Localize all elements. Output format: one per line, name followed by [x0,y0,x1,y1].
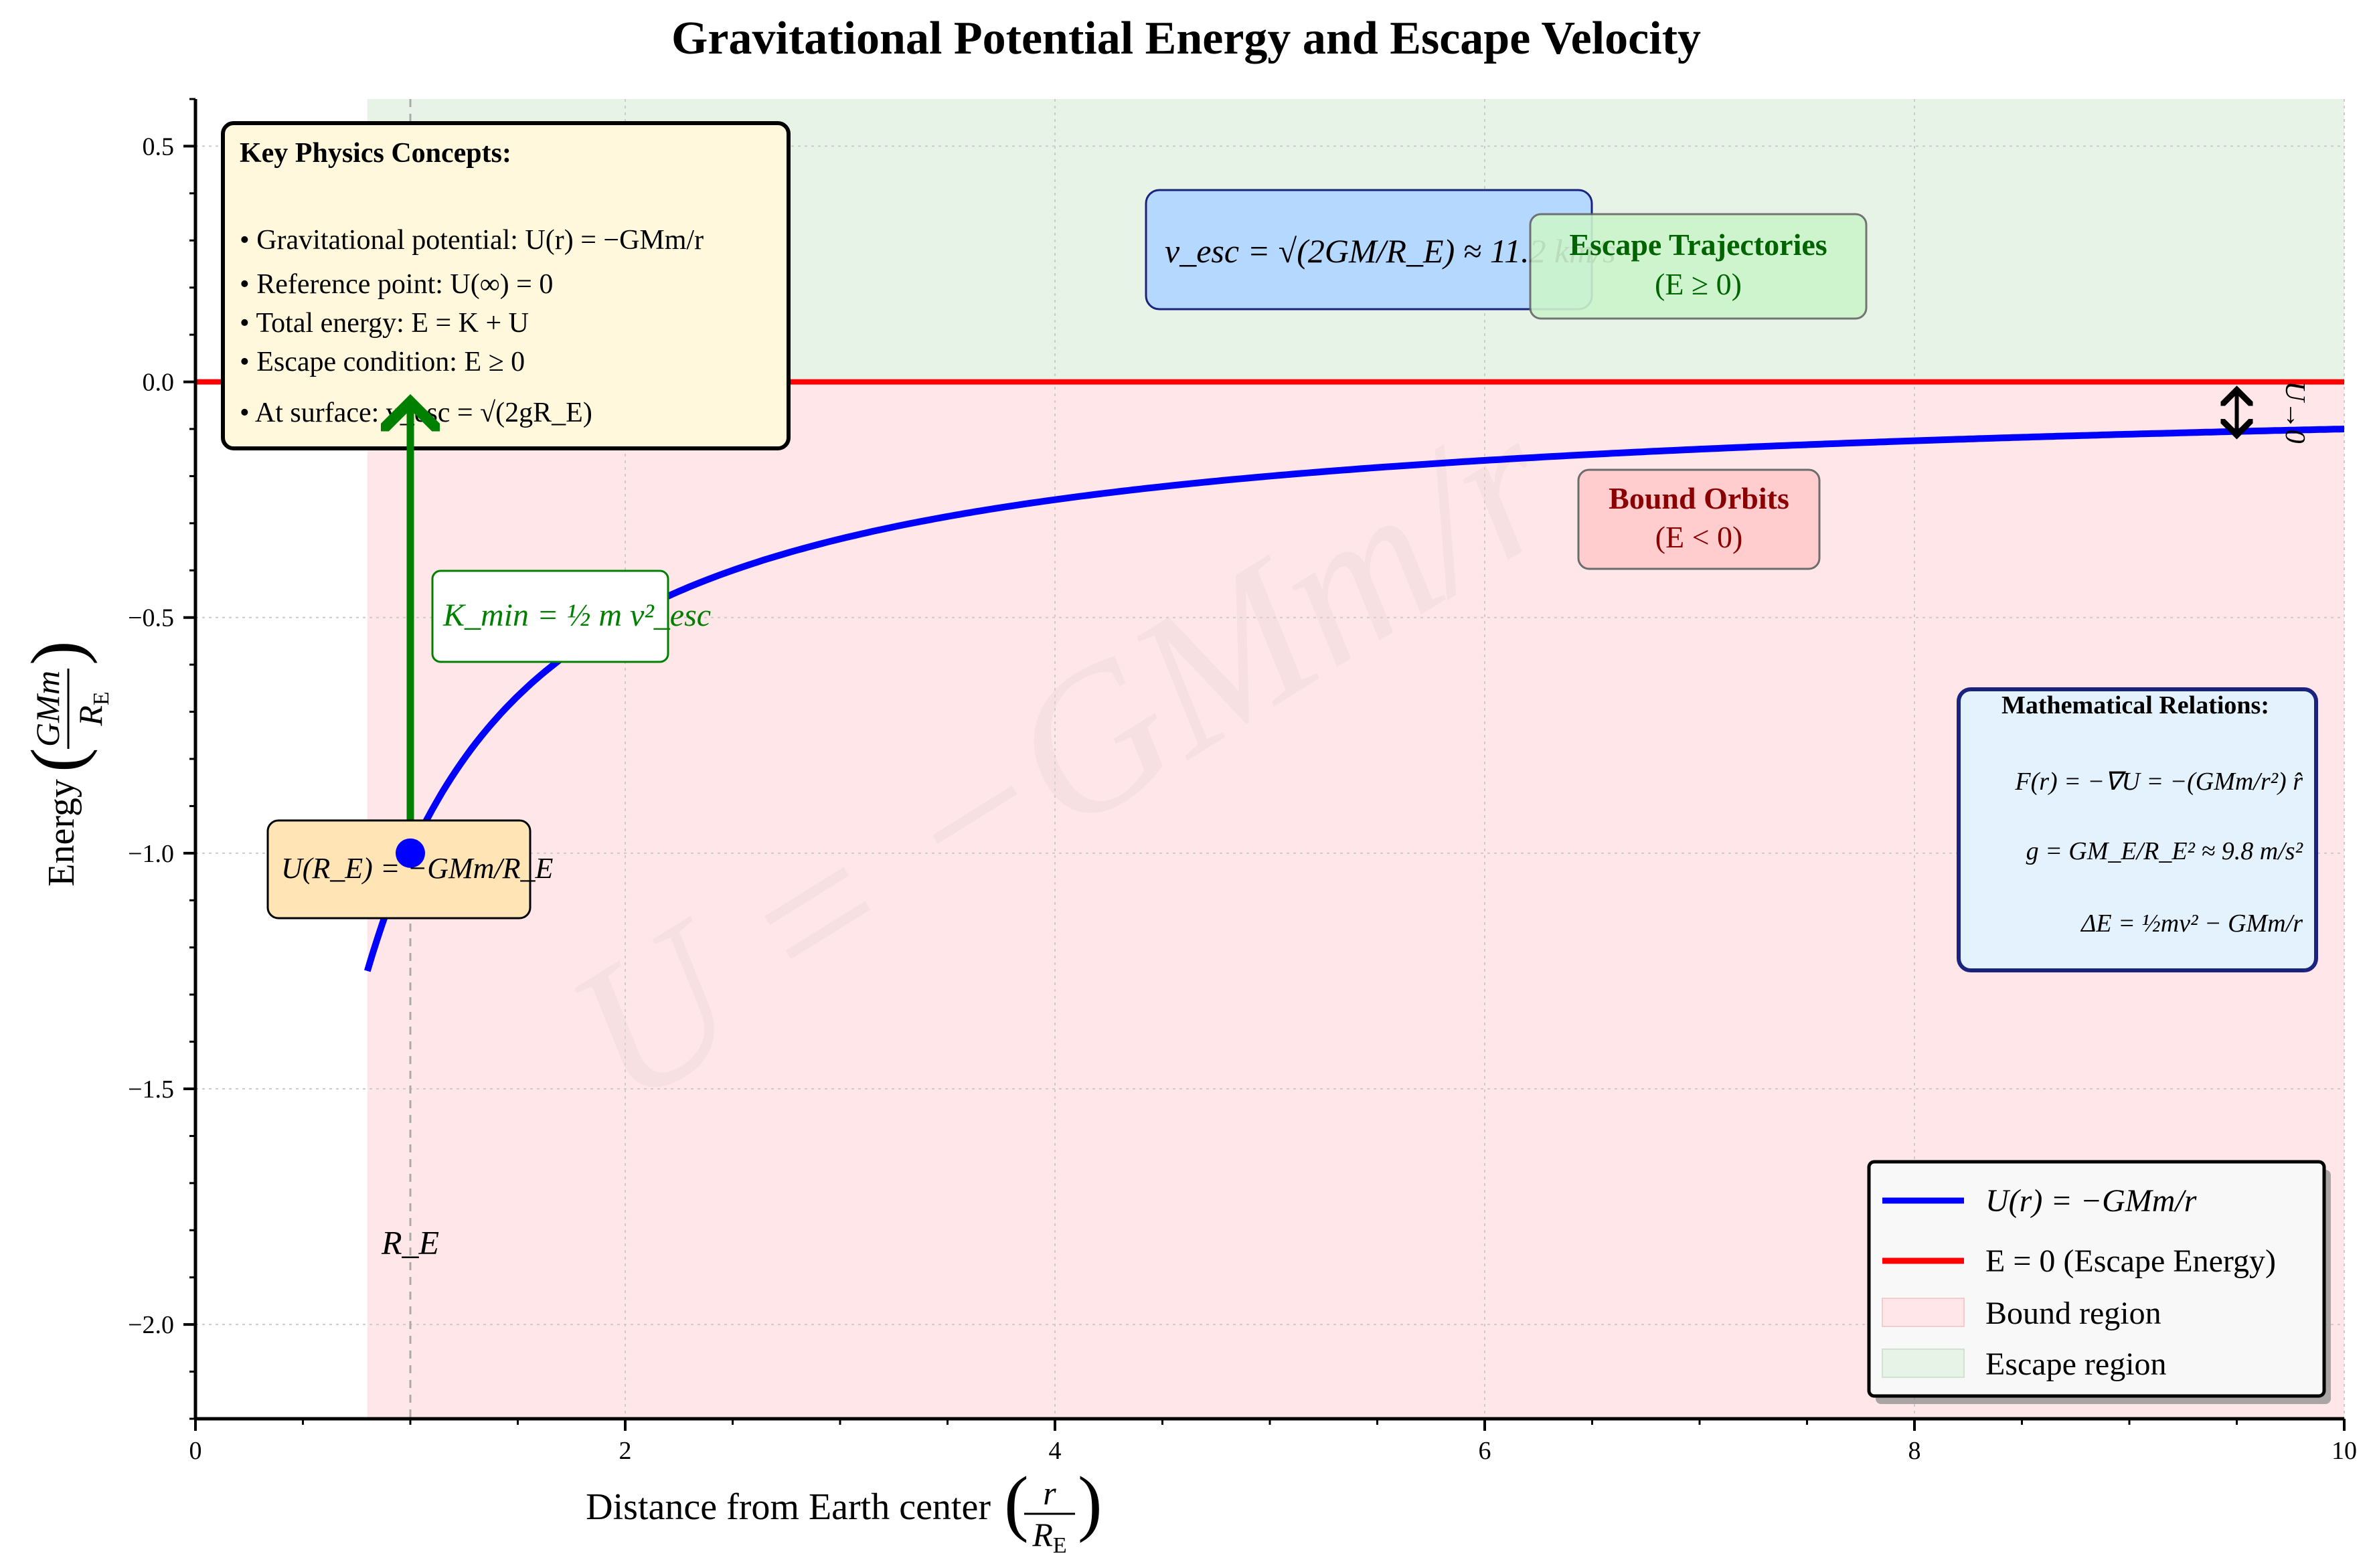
math-relation-1: F(r) = −∇U = −(GMm/r²) r̂ [2014,768,2303,796]
x-tick-label: 8 [1908,1437,1921,1465]
escape-sub: (E ≥ 0) [1655,267,1742,301]
y-tick-label: −2.0 [128,1311,174,1339]
ticks: 0 2 4 6 8 10 −2.0 −1.5 −1.0 −0.5 0.0 0.5 [128,98,2357,1465]
key-concept-4: • Escape condition: E ≥ 0 [240,347,525,377]
escape-trajectories-box: Escape Trajectories (E ≥ 0) [1529,213,1868,320]
bound-title: Bound Orbits [1609,481,1789,515]
svg-text:r: r [1043,1474,1056,1512]
u-surface-box: U(R_E) = −GMm/R_E [266,819,554,920]
legend-label-bound: Bound region [1985,1296,2161,1331]
key-concepts-title: Key Physics Concepts: [240,138,511,169]
x-tick-label: 4 [1049,1437,1062,1465]
surface-radius-label: R_E [381,1224,439,1261]
y-tick-label: −0.5 [128,604,174,632]
legend-label-escape-energy: E = 0 (Escape Energy) [1985,1243,2276,1279]
y-tick-label: 0.5 [143,133,175,161]
bound-orbits-box: Bound Orbits (E < 0) [1577,468,1821,570]
y-axis-label: Energy ( GMm RE ) [16,640,114,886]
math-relation-2: g = GM_E/R_E² ≈ 9.8 m/s² [2026,837,2303,865]
svg-text:): ) [16,640,98,665]
kmin-box: K_min = ½ m v²_esc [431,570,711,663]
svg-text:RE: RE [72,691,114,726]
svg-text:RE: RE [1032,1516,1066,1558]
math-relations-box: Mathematical Relations: F(r) = −∇U = −(G… [1957,687,2318,972]
legend-label-potential: U(r) = −GMm/r [1985,1183,2197,1219]
x-tick-label: 2 [619,1437,632,1465]
key-concept-2: • Reference point: U(∞) = 0 [240,269,553,300]
legend-swatch-escape [1882,1348,1965,1378]
svg-text:GMm: GMm [29,671,66,747]
bound-sub: (E < 0) [1655,520,1743,554]
svg-text:(: ( [16,748,98,772]
y-tick-label: −1.0 [128,840,174,868]
kmin-label: K_min = ½ m v²_esc [442,598,711,633]
x-tick-label: 0 [189,1437,202,1465]
key-concept-3: • Total energy: E = K + U [240,308,529,339]
chart-title: Gravitational Potential Energy and Escap… [671,13,1701,64]
svg-text:Distance from Earth center: Distance from Earth center [586,1486,991,1528]
potential-curve [364,426,2344,972]
legend-label-escape: Escape region [1985,1346,2167,1382]
surface-point [396,838,425,868]
svg-text:): ) [1078,1462,1102,1543]
x-axis-label: Distance from Earth center ( r RE ) [586,1462,1102,1558]
x-tick-label: 10 [2331,1437,2357,1465]
math-relation-3: ΔE = ½mv² − GMm/r [2080,909,2303,938]
u-to-zero-label: U→0 [2279,381,2310,443]
y-tick-label: 0.0 [143,369,175,397]
key-concept-1: • Gravitational potential: U(r) = −GMm/r [240,225,704,256]
y-tick-label: −1.5 [128,1075,174,1104]
svg-text:Energy: Energy [41,779,82,887]
x-tick-label: 6 [1479,1437,1491,1465]
math-relations-title: Mathematical Relations: [2001,691,2269,719]
legend-swatch-bound [1882,1298,1965,1327]
key-concepts-box: Key Physics Concepts: • Gravitational po… [221,121,791,450]
key-concept-5: • At surface: v_esc = √(2gR_E) [240,398,592,428]
svg-text:(: ( [1004,1462,1029,1543]
escape-title: Escape Trajectories [1569,228,1827,262]
legend: U(r) = −GMm/r E = 0 (Escape Energy) Boun… [1867,1160,2331,1404]
